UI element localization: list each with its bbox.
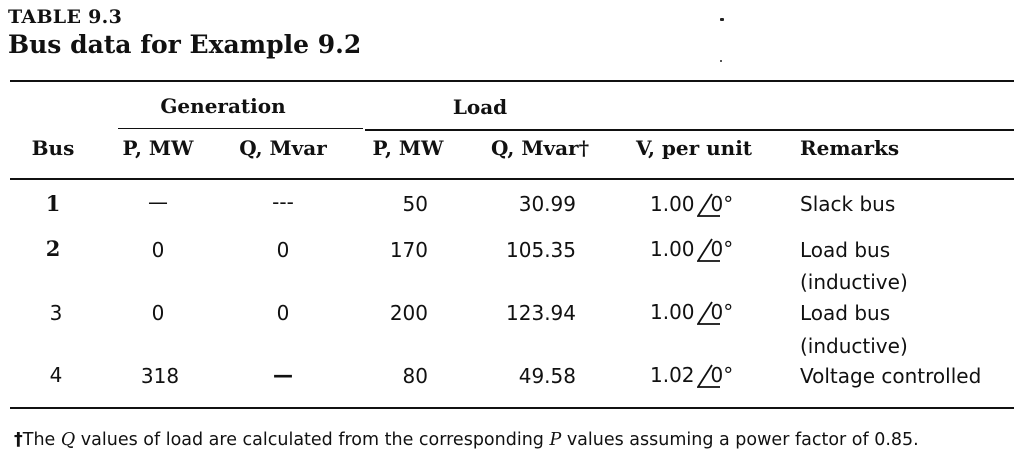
cell-remarks: Load bus	[800, 301, 891, 325]
cell-remarks: Voltage controlled	[800, 364, 982, 388]
cell-load-q: 30.99	[518, 192, 576, 216]
cell-gen-p: 318	[140, 364, 180, 388]
table-top-rule	[10, 80, 1014, 82]
header-gen-q: Q, Mvar	[239, 136, 327, 160]
voltage-magnitude: 1.02	[650, 363, 695, 387]
voltage-magnitude: 1.00	[650, 237, 695, 261]
cell-remarks-continued: (inductive)	[800, 270, 908, 294]
footnote-p-symbol: P	[549, 430, 562, 450]
header-load-p: P, MW	[372, 136, 444, 160]
cell-load-p: 170	[389, 238, 428, 262]
voltage-magnitude: 1.00	[650, 300, 695, 324]
cell-remarks: Slack bus	[800, 192, 896, 216]
voltage-angle: 0°	[710, 363, 734, 387]
cell-gen-q: 0	[276, 301, 290, 325]
cell-gen-q: ---	[272, 190, 294, 214]
table-title: Bus data for Example 9.2	[8, 30, 362, 59]
cell-load-p: 80	[402, 364, 428, 388]
footnote-text: The	[22, 430, 61, 450]
scan-speck	[720, 18, 724, 21]
table-bottom-rule	[10, 407, 1014, 409]
cell-voltage: 1.02 0°	[650, 363, 734, 388]
cell-voltage: 1.00 0°	[650, 237, 734, 262]
footnote-text: values assuming a power factor of 0.85.	[561, 430, 919, 450]
footnote-mark: †	[14, 430, 23, 450]
cell-gen-p: 0	[151, 238, 165, 262]
cell-load-q: 105.35	[506, 238, 576, 262]
cell-voltage: 1.00 0°	[650, 300, 734, 325]
voltage-angle: 0°	[710, 237, 734, 261]
header-remarks: Remarks	[800, 136, 900, 160]
footnote-q-symbol: Q	[60, 430, 76, 450]
cell-bus: 3	[49, 301, 63, 325]
cell-load-p: 200	[389, 301, 428, 325]
cell-gen-p: 0	[151, 301, 165, 325]
footnote-text: values of load are calculated from the c…	[75, 430, 550, 450]
cell-remarks: Load bus	[800, 238, 891, 262]
cell-load-p: 50	[402, 192, 428, 216]
cell-gen-q: 0	[276, 238, 290, 262]
header-gen-p: P, MW	[122, 136, 194, 160]
cell-bus: 1	[45, 191, 61, 216]
cell-bus: 4	[49, 363, 63, 387]
voltage-magnitude: 1.00	[650, 192, 695, 216]
angle-symbol-icon: 0°	[696, 192, 734, 217]
cell-remarks-continued: (inductive)	[800, 334, 908, 358]
header-voltage: V, per unit	[635, 136, 753, 160]
voltage-angle: 0°	[710, 192, 734, 216]
table-label: TABLE 9.3	[8, 6, 123, 28]
header-bottom-rule	[10, 178, 1014, 180]
load-group-rule	[365, 129, 1014, 131]
angle-symbol-icon: 0°	[696, 237, 734, 262]
scan-speck	[720, 60, 722, 62]
cell-bus: 2	[45, 236, 61, 261]
header-generation: Generation	[160, 94, 286, 118]
header-load-q: Q, Mvar†	[490, 136, 590, 160]
cell-load-q: 49.58	[518, 364, 576, 388]
angle-symbol-icon: 0°	[696, 363, 734, 388]
cell-voltage: 1.00 0°	[650, 192, 734, 217]
angle-symbol-icon: 0°	[696, 300, 734, 325]
cell-load-q: 123.94	[506, 301, 576, 325]
cell-gen-p: —	[148, 190, 168, 214]
header-bus: Bus	[31, 136, 75, 160]
table-footnote: †The Q values of load are calculated fro…	[14, 430, 919, 450]
generation-group-rule	[118, 128, 363, 129]
voltage-angle: 0°	[710, 300, 734, 324]
header-load: Load	[452, 95, 508, 119]
cell-gen-q: —	[273, 363, 293, 387]
